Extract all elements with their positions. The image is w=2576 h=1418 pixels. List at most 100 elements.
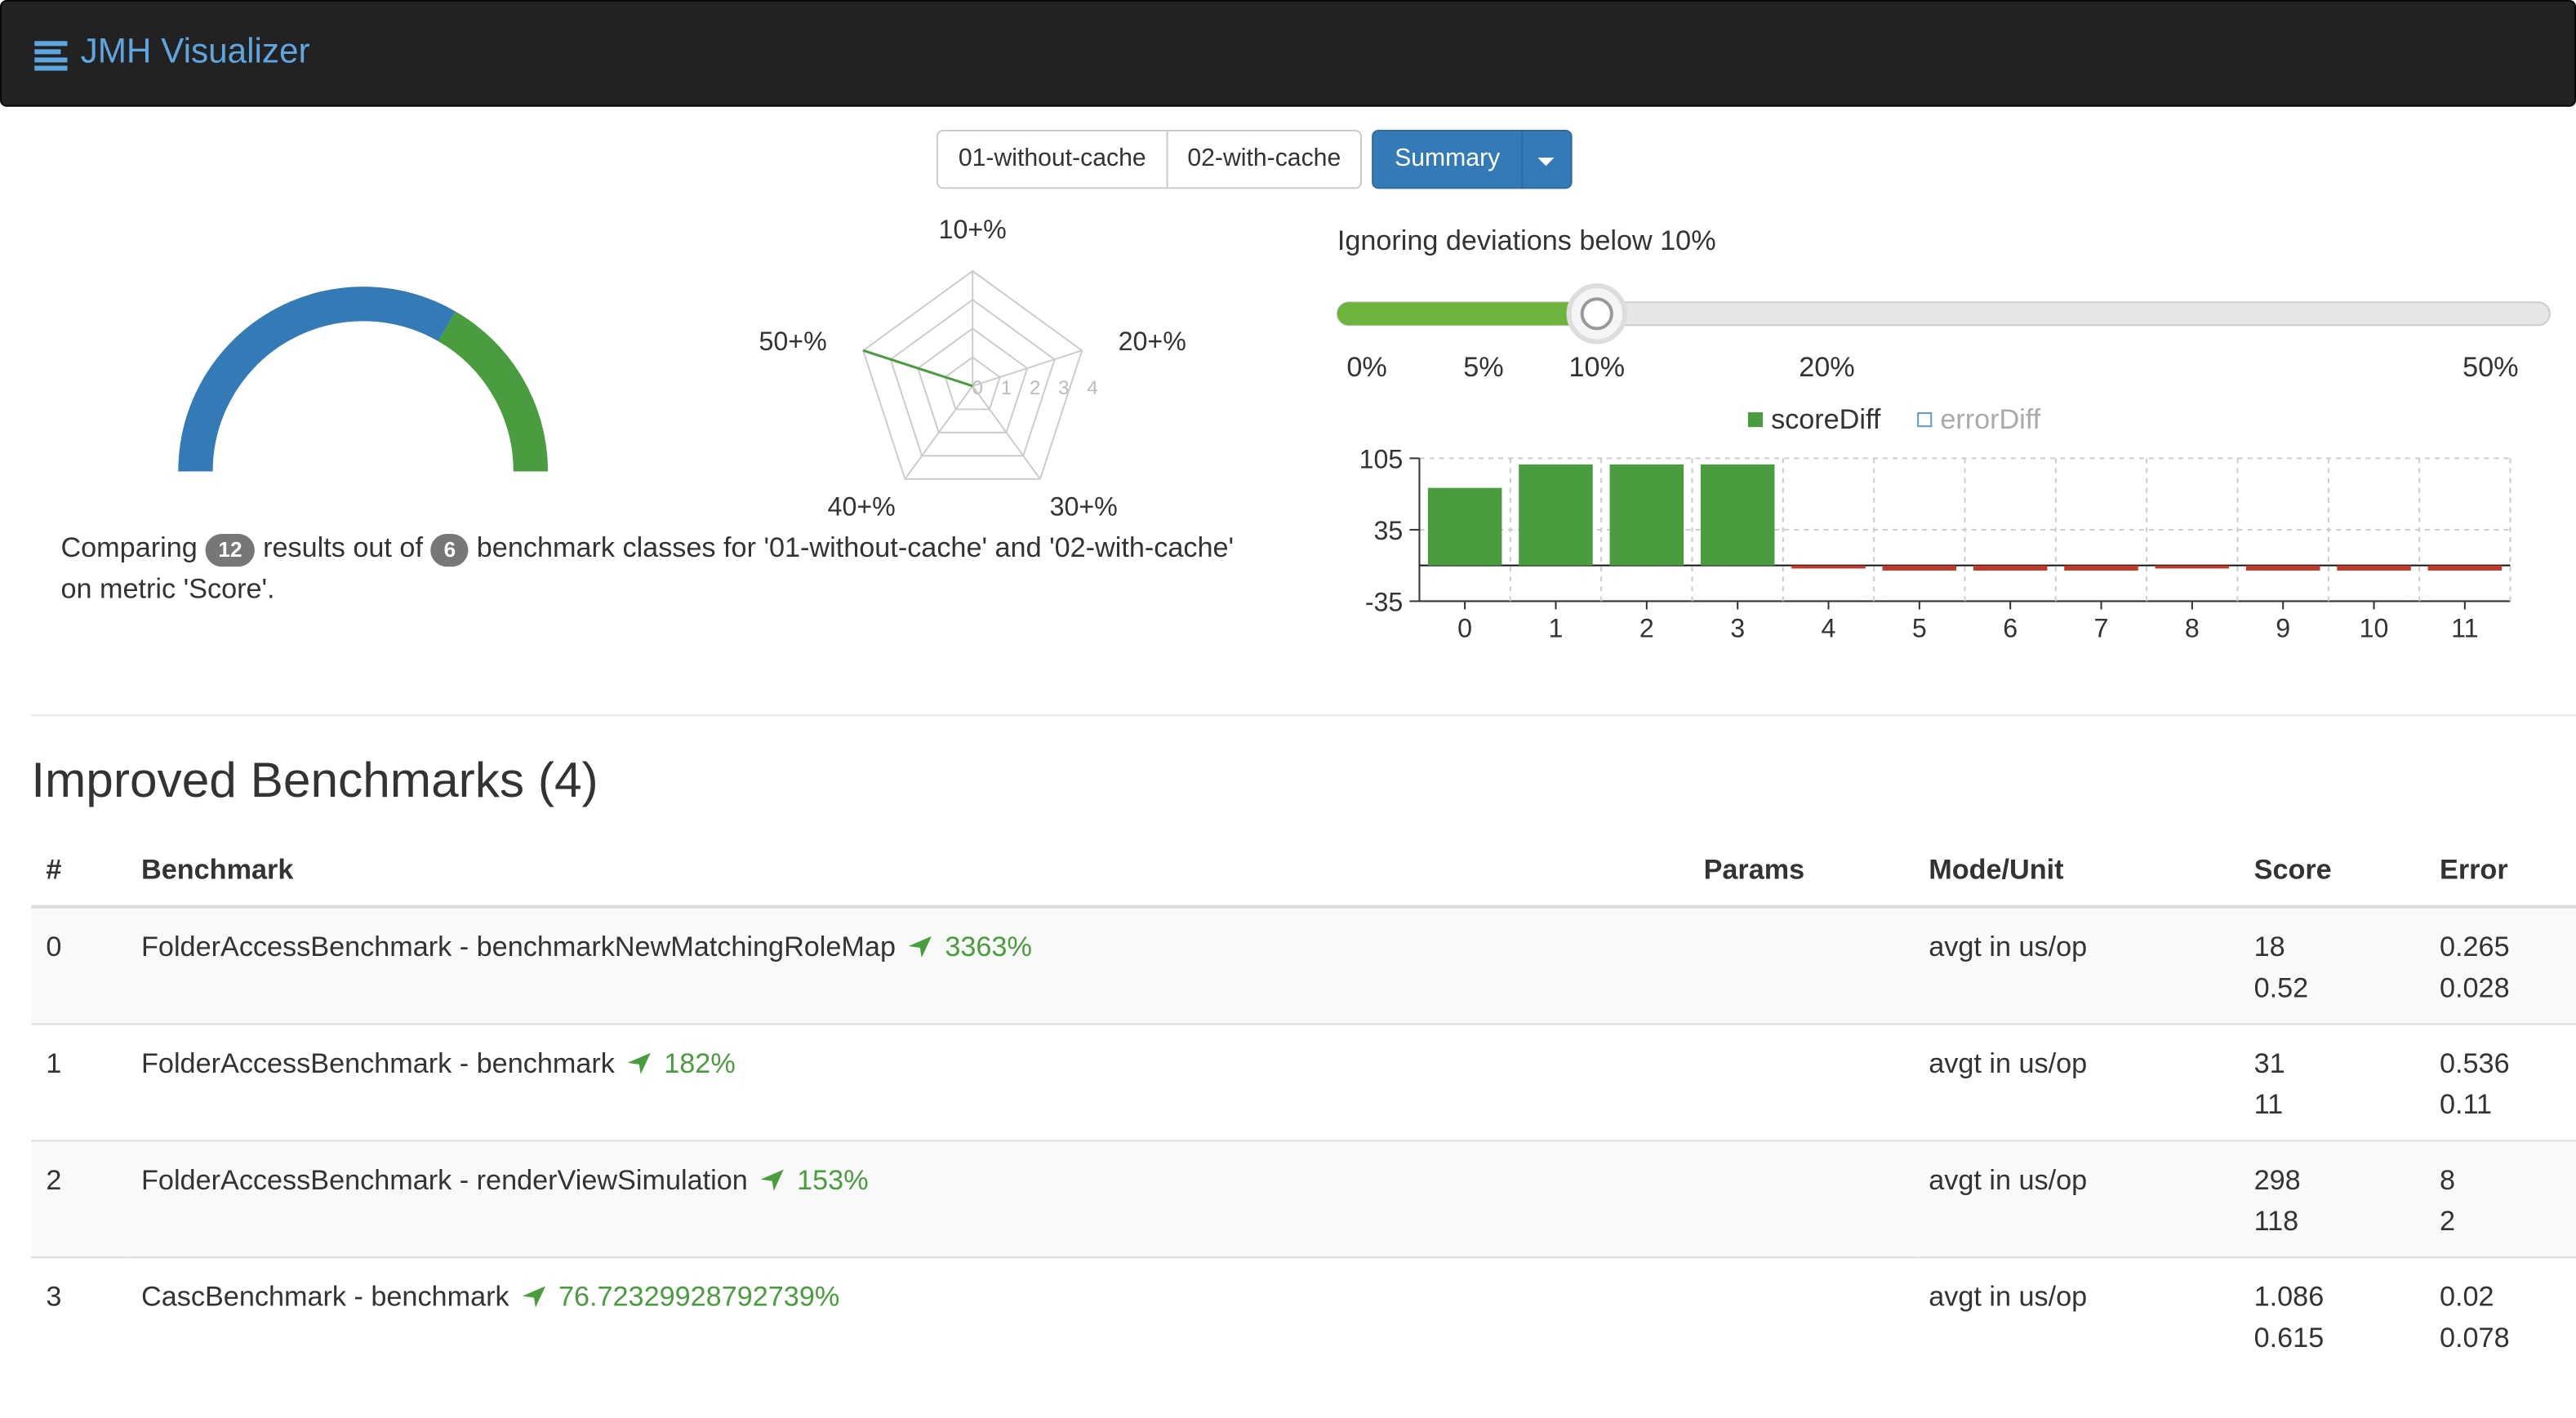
improved-icon (627, 1052, 652, 1074)
radar-axis (904, 385, 973, 480)
radar-grid (889, 298, 1056, 457)
table-row: 0 FolderAccessBenchmark - benchmarkNewMat… (31, 905, 2576, 1025)
bar (1609, 464, 1684, 566)
benchmark-cell: CascBenchmark - benchmark 76.723299287927… (126, 1256, 1689, 1374)
score-cell: 298 118 (2239, 1140, 2425, 1258)
benchmark-name: FolderAccessBenchmark - benchmark (141, 1047, 615, 1079)
params-cell (1688, 1023, 1915, 1141)
bar (1973, 565, 2048, 571)
slider-tick-label: 5% (1463, 352, 1503, 383)
column-header: Benchmark (126, 834, 1689, 909)
mode-cell: avgt in us/op (1914, 1256, 2240, 1374)
error-cell: 0.536 0.11 (2424, 1023, 2576, 1141)
change-percent: 76.72329928792739% (558, 1281, 840, 1313)
benchmark-name: CascBenchmark - benchmark (141, 1281, 509, 1313)
radar-grid (917, 327, 1029, 433)
x-tick-label: 10 (2360, 614, 2389, 643)
text: Comparing (60, 531, 198, 564)
score-cell: 31 11 (2239, 1023, 2425, 1141)
slider-tick-label: 50% (2463, 352, 2518, 383)
caret (1537, 158, 1555, 167)
run-button[interactable]: 02-with-cache (1166, 129, 1363, 189)
app-title[interactable]: JMH Visualizer (80, 33, 310, 71)
score-cell: 18 0.52 (2239, 905, 2425, 1025)
mode-cell: avgt in us/op (1914, 1023, 2240, 1141)
legend-swatch (1917, 412, 1933, 428)
benchmark-name: FolderAccessBenchmark - benchmarkNewMatc… (141, 931, 896, 963)
summary-text: Comparing 12 results out of 6 benchmark … (60, 527, 1260, 610)
error-value: 0.265 (2439, 931, 2510, 963)
change-percent: 153% (797, 1164, 869, 1196)
x-tick-label: 6 (2003, 614, 2018, 643)
radar-label: 20+% (1119, 327, 1186, 356)
column-header: Mode/Unit (1914, 834, 2240, 909)
score-value: 31 (2253, 1047, 2285, 1079)
index-cell: 1 (31, 1023, 127, 1141)
benchmark-cell: FolderAccessBenchmark - renderViewSimula… (126, 1140, 1689, 1258)
error-value: 0.078 (2439, 1322, 2510, 1354)
benchmark-name: FolderAccessBenchmark - renderViewSimula… (141, 1164, 748, 1196)
radar-tick-label: 2 (1030, 377, 1040, 399)
column-header: Error (2424, 834, 2576, 909)
radar-label: 10+% (939, 215, 1007, 244)
score-cell: 1.086 0.615 (2239, 1256, 2425, 1374)
params-cell (1688, 905, 1915, 1025)
column-header: Score (2239, 834, 2425, 909)
x-tick-label: 9 (2276, 614, 2290, 643)
slider-tick-label: 20% (1799, 352, 1854, 383)
summary-button[interactable]: Summary (1372, 129, 1524, 189)
index-cell: 2 (31, 1140, 127, 1258)
radar-tick-label: 1 (1001, 377, 1012, 399)
x-tick-label: 4 (1822, 614, 1836, 643)
header-row: # Benchmark Params Mode/Unit Score Error (31, 834, 2576, 909)
error-value: 0.02 (2439, 1281, 2494, 1313)
gauge-arc (178, 287, 456, 472)
x-tick-label: 0 (1457, 614, 1472, 643)
y-tick-label: 35 (1374, 516, 1404, 545)
menu-icon (34, 41, 68, 71)
error-value: 0.536 (2439, 1047, 2510, 1079)
benchmark-cell: FolderAccessBenchmark - benchmarkNewMatc… (126, 905, 1689, 1025)
change-percent: 3363% (945, 931, 1032, 963)
column-header: Params (1688, 834, 1915, 909)
score-value: 11 (2253, 1089, 2284, 1121)
radar-label: 40+% (828, 491, 896, 521)
dropdown-toggle[interactable] (1521, 129, 1573, 189)
bar (2245, 565, 2320, 571)
index-cell: 3 (31, 1256, 127, 1374)
error-cell: 0.265 0.028 (2424, 905, 2576, 1025)
run-button[interactable]: 01-without-cache (936, 129, 1168, 189)
radar-label: 30+% (1050, 491, 1118, 521)
bar (1882, 565, 1957, 571)
navbar: JMH Visualizer (0, 0, 2576, 107)
error-value: 8 (2439, 1164, 2456, 1196)
benchmark-table: # Benchmark Params Mode/Unit Score Error 0 Fold… (31, 834, 2576, 1374)
error-value: 0.028 (2439, 972, 2510, 1004)
radar-series (862, 349, 973, 388)
mode-cell: avgt in us/op (1914, 905, 2240, 1025)
x-tick-label: 2 (1639, 614, 1654, 643)
score-value: 298 (2253, 1164, 2301, 1196)
bar (1519, 464, 1593, 566)
legend-label: scoreDiff (1771, 404, 1881, 435)
legend-label: errorDiff (1940, 404, 2040, 435)
error-value: 0.11 (2439, 1089, 2493, 1121)
legend-swatch (1747, 412, 1764, 428)
improved-icon (760, 1169, 785, 1191)
score-value: 0.615 (2253, 1322, 2325, 1354)
benchmark-cell: FolderAccessBenchmark - benchmark 182% (126, 1023, 1689, 1141)
text: benchmark classes for '01-without-cache'… (60, 531, 1235, 605)
x-tick-label: 1 (1549, 614, 1564, 643)
radar-tick-label: 0 (972, 377, 983, 399)
gauge-arc (438, 311, 549, 472)
slider-tick-label: 10% (1569, 352, 1625, 383)
bar (2155, 565, 2230, 569)
badge: 12 (205, 533, 256, 567)
improved-icon (909, 936, 932, 958)
bar (2064, 565, 2138, 571)
column-header: # (31, 834, 127, 909)
mode-cell: avgt in us/op (1914, 1140, 2240, 1258)
table-row: 3 CascBenchmark - benchmark 76.72329928792… (31, 1256, 2576, 1374)
radar-grid (944, 356, 1001, 411)
